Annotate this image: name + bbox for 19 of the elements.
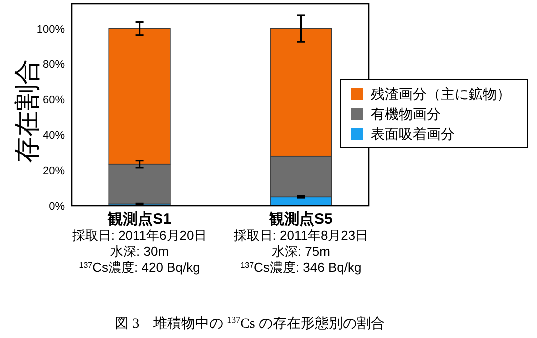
y-tick-label: 60%	[42, 94, 66, 107]
legend-label: 有機物画分	[371, 106, 441, 122]
legend-label: 残渣画分（主に鉱物）	[371, 86, 511, 102]
caption: 図 3 堆積物中の $^{137}$Cs の存在形態別の割合	[115, 315, 385, 332]
y-tick-label: 20%	[42, 166, 66, 178]
y-tick-label: 40%	[42, 130, 66, 142]
y-tick-label: 100%	[36, 24, 66, 36]
text: 水深: 30m	[110, 244, 170, 259]
x-tick-label: 観測点S1	[107, 211, 172, 228]
x-tick-label: 観測点S5	[268, 211, 333, 228]
legend-label: 表面吸着画分	[371, 126, 455, 142]
y-tick-label: 80%	[42, 59, 66, 72]
text: 採取日: 2011年8月23日	[234, 228, 369, 243]
text: 採取日: 2011年6月20日	[72, 228, 208, 243]
text: $^{137}$Cs濃度: 346 Bq/kg	[240, 260, 362, 275]
y-axis-title: 存在割合	[12, 59, 42, 163]
y-tick-label: 0%	[49, 201, 66, 213]
text: $^{137}$Cs濃度: 420 Bq/kg	[79, 260, 200, 275]
text: 水深: 75m	[272, 244, 330, 259]
